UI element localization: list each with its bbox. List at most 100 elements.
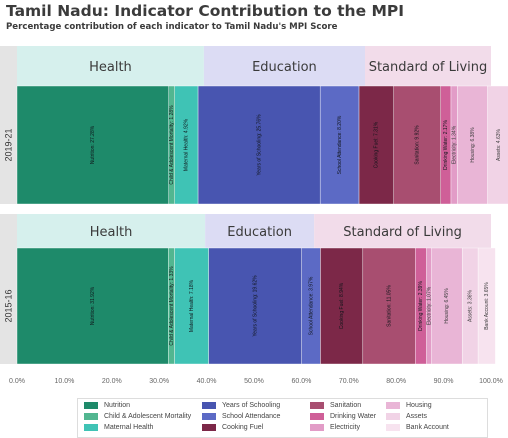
legend-label: Assets (406, 413, 428, 420)
data-label: Assets: 4.63% (496, 128, 502, 161)
legend-label: Drinking Water (330, 413, 377, 420)
chart-title: Tamil Nadu: Indicator Contribution to th… (6, 2, 405, 20)
x-tick-label: 10.0% (54, 378, 74, 385)
legend-item: Electricity (310, 424, 360, 433)
year-label: 2019-21 (3, 128, 13, 161)
dimension-label: Education (227, 225, 292, 240)
x-tick-label: 90.0% (434, 378, 454, 385)
legend-item: Nutrition (84, 402, 130, 411)
bar-segment (431, 247, 463, 365)
x-tick-label: 100.0% (479, 378, 503, 385)
dimension-band (205, 214, 315, 248)
data-label: School Attendance: 3.97% (308, 276, 314, 335)
dimension-band (314, 214, 491, 248)
legend-label: Electricity (330, 424, 360, 431)
bar-segment (174, 247, 209, 365)
legend-swatch-icon (202, 402, 216, 409)
bar-segment (358, 85, 394, 205)
legend-item: Sanitation (310, 402, 361, 411)
data-label: Electricity: 1.07% (426, 286, 432, 325)
data-label: Housing: 6.38% (470, 127, 476, 163)
data-label: Maternal Health: 7.18% (189, 279, 195, 332)
data-label: Assets: 3.36% (467, 289, 473, 322)
legend-swatch-icon (386, 402, 400, 409)
dimension-label: Standard of Living (369, 60, 488, 75)
legend-swatch-icon (84, 413, 98, 420)
chart-legend: Nutrition Child & Adolescent Mortality Mat… (77, 398, 488, 438)
dimension-label: Standard of Living (343, 225, 462, 240)
bar-segment (16, 85, 169, 205)
bar-segment (457, 85, 488, 205)
data-label: Child & Adolescent Mortality: 1.28% (169, 105, 175, 185)
x-tick-label: 20.0% (102, 378, 122, 385)
bar-segment (477, 247, 496, 365)
dimension-label: Health (90, 225, 133, 240)
year-label-box (0, 214, 17, 364)
legend-label: Cooking Fuel (222, 424, 264, 431)
legend-item: Bank Account (386, 424, 449, 433)
legend-label: School Attendance (222, 413, 281, 420)
data-label: Nutrition: 27.28% (90, 125, 96, 164)
data-label: Sanitation: 11.05% (386, 285, 392, 327)
legend-label: Bank Account (406, 424, 449, 431)
data-label: Drinking Water: 2.39% (418, 281, 424, 331)
legend-item: Housing (386, 402, 432, 411)
bar-segment (362, 247, 416, 365)
data-label: Cooking Fuel: 8.94% (339, 282, 345, 329)
dimension-label: Education (252, 60, 317, 75)
x-tick-label: 60.0% (291, 378, 311, 385)
legend-label: Nutrition (104, 402, 131, 409)
x-tick-label: 0.0% (9, 378, 25, 385)
legend-label: Years of Schooling (222, 402, 281, 409)
data-label: Electricity: 1.34% (451, 125, 457, 164)
dimension-band (17, 214, 206, 248)
chart-subtitle: Percentage contribution of each indicato… (6, 22, 338, 32)
legend-item: Drinking Water (310, 413, 376, 422)
legend-item: Maternal Health (84, 424, 153, 433)
legend-swatch-icon (386, 413, 400, 420)
data-label: Drinking Water: 2.17% (443, 120, 449, 170)
data-label: Sanitation: 9.92% (415, 125, 421, 165)
data-label: Years of Schooling: 19.62% (252, 275, 258, 337)
data-label: Years of Schooling: 25.76% (256, 114, 262, 176)
x-tick-label: 80.0% (386, 378, 406, 385)
data-label: Child & Adolescent Mortality: 1.33% (169, 266, 175, 346)
bar-segment (393, 85, 441, 205)
legend-label: Maternal Health (104, 424, 154, 431)
legend-item: Cooking Fuel (202, 424, 263, 433)
year-label: 2015-16 (3, 289, 13, 322)
bar-segment (320, 247, 364, 365)
legend-swatch-icon (202, 413, 216, 420)
x-tick-label: 30.0% (149, 378, 169, 385)
data-label: Nutrition: 31.92% (90, 286, 96, 325)
legend-label: Housing (406, 402, 432, 409)
dimension-band (17, 46, 204, 86)
legend-swatch-icon (386, 424, 400, 431)
data-label: Housing: 6.45% (444, 288, 450, 324)
bar-segment (208, 247, 302, 365)
stacked-bar-chart: 2019-21 Health Education Standard of Living… (0, 46, 508, 385)
legend-swatch-icon (84, 424, 98, 431)
x-tick-label: 50.0% (244, 378, 264, 385)
legend-swatch-icon (310, 402, 324, 409)
legend-item: School Attendance (202, 413, 280, 422)
legend-swatch-icon (310, 424, 324, 431)
bar-segment (487, 85, 508, 205)
data-label: Maternal Health: 4.92% (184, 118, 190, 171)
data-label: Bank Account: 3.65% (484, 282, 490, 330)
data-label: Cooking Fuel: 7.31% (374, 121, 380, 168)
legend-item: Years of Schooling (202, 402, 280, 411)
legend-swatch-icon (310, 413, 324, 420)
legend-swatch-icon (84, 402, 98, 409)
year-label-box (0, 46, 17, 204)
dimension-band (203, 46, 366, 86)
x-tick-label: 40.0% (197, 378, 217, 385)
legend-label: Child & Adolescent Mortality (104, 413, 192, 420)
dimension-label: Health (89, 60, 132, 75)
legend-label: Sanitation (330, 402, 362, 409)
legend-item: Assets (386, 413, 427, 422)
x-tick-label: 70.0% (339, 378, 359, 385)
bar-segment (319, 85, 360, 205)
legend-item: Child & Adolescent Mortality (84, 413, 191, 422)
legend-swatch-icon (202, 424, 216, 431)
